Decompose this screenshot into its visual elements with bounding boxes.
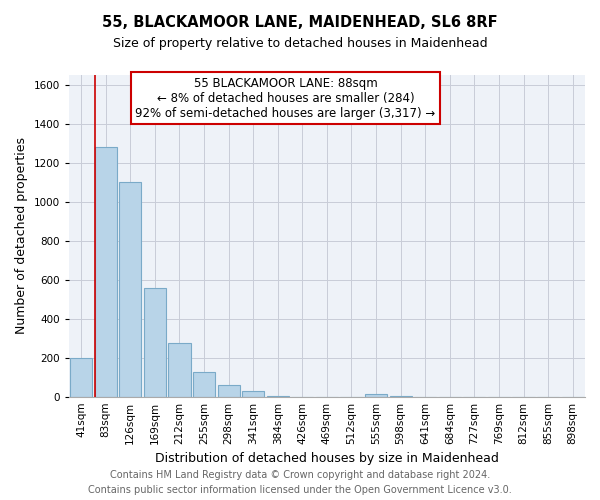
Bar bbox=[242, 391, 264, 396]
Bar bbox=[95, 147, 117, 396]
Text: Size of property relative to detached houses in Maidenhead: Size of property relative to detached ho… bbox=[113, 38, 487, 51]
Bar bbox=[70, 358, 92, 397]
Bar bbox=[169, 343, 191, 396]
Bar bbox=[119, 182, 142, 396]
Text: Contains HM Land Registry data © Crown copyright and database right 2024.
Contai: Contains HM Land Registry data © Crown c… bbox=[88, 470, 512, 495]
Bar bbox=[218, 385, 239, 396]
Y-axis label: Number of detached properties: Number of detached properties bbox=[15, 138, 28, 334]
Text: 55 BLACKAMOOR LANE: 88sqm
← 8% of detached houses are smaller (284)
92% of semi-: 55 BLACKAMOOR LANE: 88sqm ← 8% of detach… bbox=[136, 76, 436, 120]
Text: 55, BLACKAMOOR LANE, MAIDENHEAD, SL6 8RF: 55, BLACKAMOOR LANE, MAIDENHEAD, SL6 8RF bbox=[102, 15, 498, 30]
Bar bbox=[144, 288, 166, 397]
Bar bbox=[365, 394, 387, 396]
X-axis label: Distribution of detached houses by size in Maidenhead: Distribution of detached houses by size … bbox=[155, 452, 499, 465]
Bar bbox=[193, 372, 215, 396]
